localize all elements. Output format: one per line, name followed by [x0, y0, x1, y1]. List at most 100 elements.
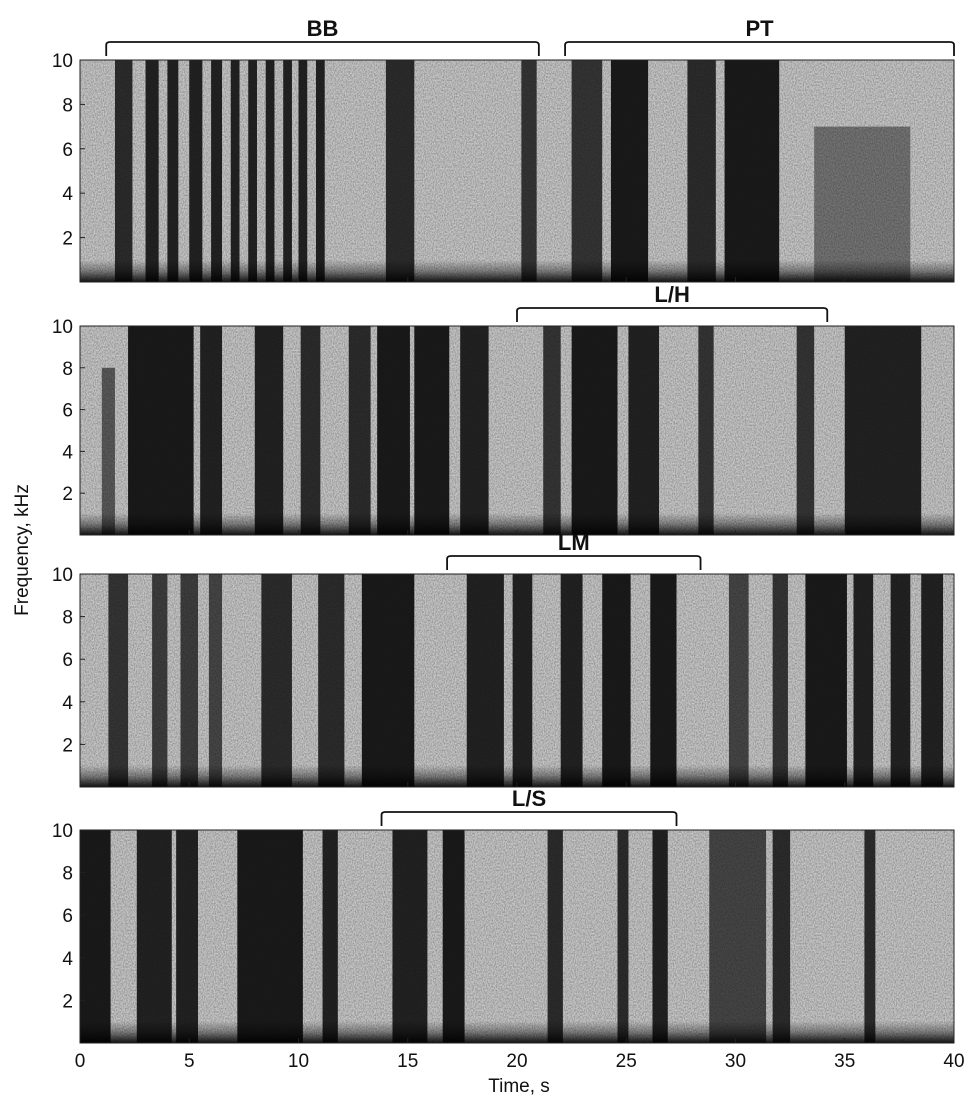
bracket-label: L/S	[512, 786, 546, 811]
call-segment	[853, 574, 874, 787]
y-tick-label: 10	[52, 317, 73, 338]
bracket-label: L/H	[654, 282, 689, 307]
x-tick-label: 0	[75, 1051, 86, 1072]
y-axis-label: Frequency, kHz	[12, 484, 33, 616]
noise-floor-band	[80, 1021, 954, 1043]
call-segment	[322, 830, 338, 1043]
spectrogram-panel-4: 2 4 6 8 10 L/S 0 5 10 15 20 25 30 35 40	[52, 786, 964, 1072]
call-segment	[698, 326, 714, 535]
call-segment	[724, 60, 780, 282]
call-segment	[602, 574, 631, 787]
call-segment	[844, 326, 922, 535]
call-segment	[208, 574, 223, 787]
call-segment	[176, 830, 198, 1043]
call-segment	[560, 574, 583, 787]
call-segment	[772, 830, 791, 1043]
call-segment	[101, 367, 115, 535]
panel-noise-texture	[80, 830, 954, 1043]
call-segment	[300, 326, 321, 535]
y-tick-label: 2	[62, 484, 73, 505]
call-segment	[108, 574, 129, 787]
x-tick-label: 30	[725, 1051, 746, 1072]
call-segment	[189, 60, 203, 282]
spectrogram-panel-3: 2 4 6 8 10 LM	[52, 530, 955, 788]
noise-floor-band	[80, 765, 954, 787]
x-tick-label: 10	[288, 1051, 309, 1072]
annotation-bracket	[516, 307, 829, 322]
call-segment	[248, 60, 257, 282]
call-segment	[466, 574, 504, 787]
y-tick-label: 6	[62, 650, 73, 671]
call-segment	[180, 574, 198, 787]
call-segment	[315, 60, 325, 282]
bracket-label: LM	[558, 530, 590, 555]
call-segment	[265, 60, 275, 282]
x-tick-label: 40	[943, 1051, 964, 1072]
call-segment	[864, 830, 876, 1043]
spectrogram-panel-1: 2 4 6 8 10 BB PT	[52, 16, 955, 283]
y-tick-label: 10	[52, 821, 73, 842]
spectrogram-panel-2: 2 4 6 8 10 L/H	[52, 282, 955, 536]
annotation-bracket	[564, 41, 955, 56]
call-segment	[814, 126, 911, 282]
call-segment	[650, 574, 677, 787]
y-tick-label: 2	[62, 991, 73, 1012]
x-tick-label: 25	[616, 1051, 637, 1072]
call-segment	[512, 574, 533, 787]
y-tick-label: 6	[62, 140, 73, 161]
call-segment	[261, 574, 292, 787]
call-segment	[167, 60, 179, 282]
call-segment	[687, 60, 716, 282]
x-tick-label: 35	[834, 1051, 855, 1072]
bracket-label: BB	[307, 16, 339, 41]
call-segment	[617, 830, 629, 1043]
y-tick-label: 2	[62, 229, 73, 250]
noise-floor-band	[80, 260, 954, 282]
call-segment	[200, 326, 223, 535]
annotation-bracket	[446, 555, 702, 570]
noise-floor-band	[80, 513, 954, 535]
x-tick-label: 20	[506, 1051, 527, 1072]
call-segment	[361, 574, 415, 787]
call-segment	[114, 60, 133, 282]
call-segment	[805, 574, 847, 787]
call-segment	[318, 574, 345, 787]
x-tick-label: 5	[184, 1051, 195, 1072]
call-segment	[283, 60, 292, 282]
call-segment	[152, 574, 168, 787]
panel-noise-texture	[80, 60, 954, 282]
call-segment	[571, 326, 618, 535]
y-tick-label: 4	[62, 184, 73, 205]
annotation-bracket	[380, 811, 678, 826]
call-segment	[543, 326, 561, 535]
y-tick-label: 4	[62, 693, 73, 714]
call-segment	[145, 60, 159, 282]
call-segment	[772, 574, 788, 787]
y-tick-label: 8	[62, 864, 73, 885]
call-segment	[392, 830, 428, 1043]
call-segment	[571, 60, 603, 282]
call-segment	[237, 830, 303, 1043]
call-segment	[547, 830, 563, 1043]
y-tick-label: 6	[62, 401, 73, 422]
call-segment	[136, 830, 172, 1043]
call-segment	[211, 60, 223, 282]
call-segment	[298, 60, 308, 282]
y-tick-label: 6	[62, 906, 73, 927]
y-tick-label: 4	[62, 949, 73, 970]
call-segment	[890, 574, 911, 787]
y-tick-label: 8	[62, 608, 73, 629]
call-segment	[460, 326, 489, 535]
call-segment	[709, 830, 767, 1043]
call-segment	[796, 326, 815, 535]
call-segment	[442, 830, 465, 1043]
call-segment	[521, 60, 537, 282]
call-segment	[128, 326, 194, 535]
y-tick-label: 10	[52, 565, 73, 586]
call-segment	[254, 326, 284, 535]
call-segment	[728, 574, 749, 787]
x-tick-label: 15	[397, 1051, 418, 1072]
call-segment	[230, 60, 240, 282]
call-segment	[652, 830, 668, 1043]
